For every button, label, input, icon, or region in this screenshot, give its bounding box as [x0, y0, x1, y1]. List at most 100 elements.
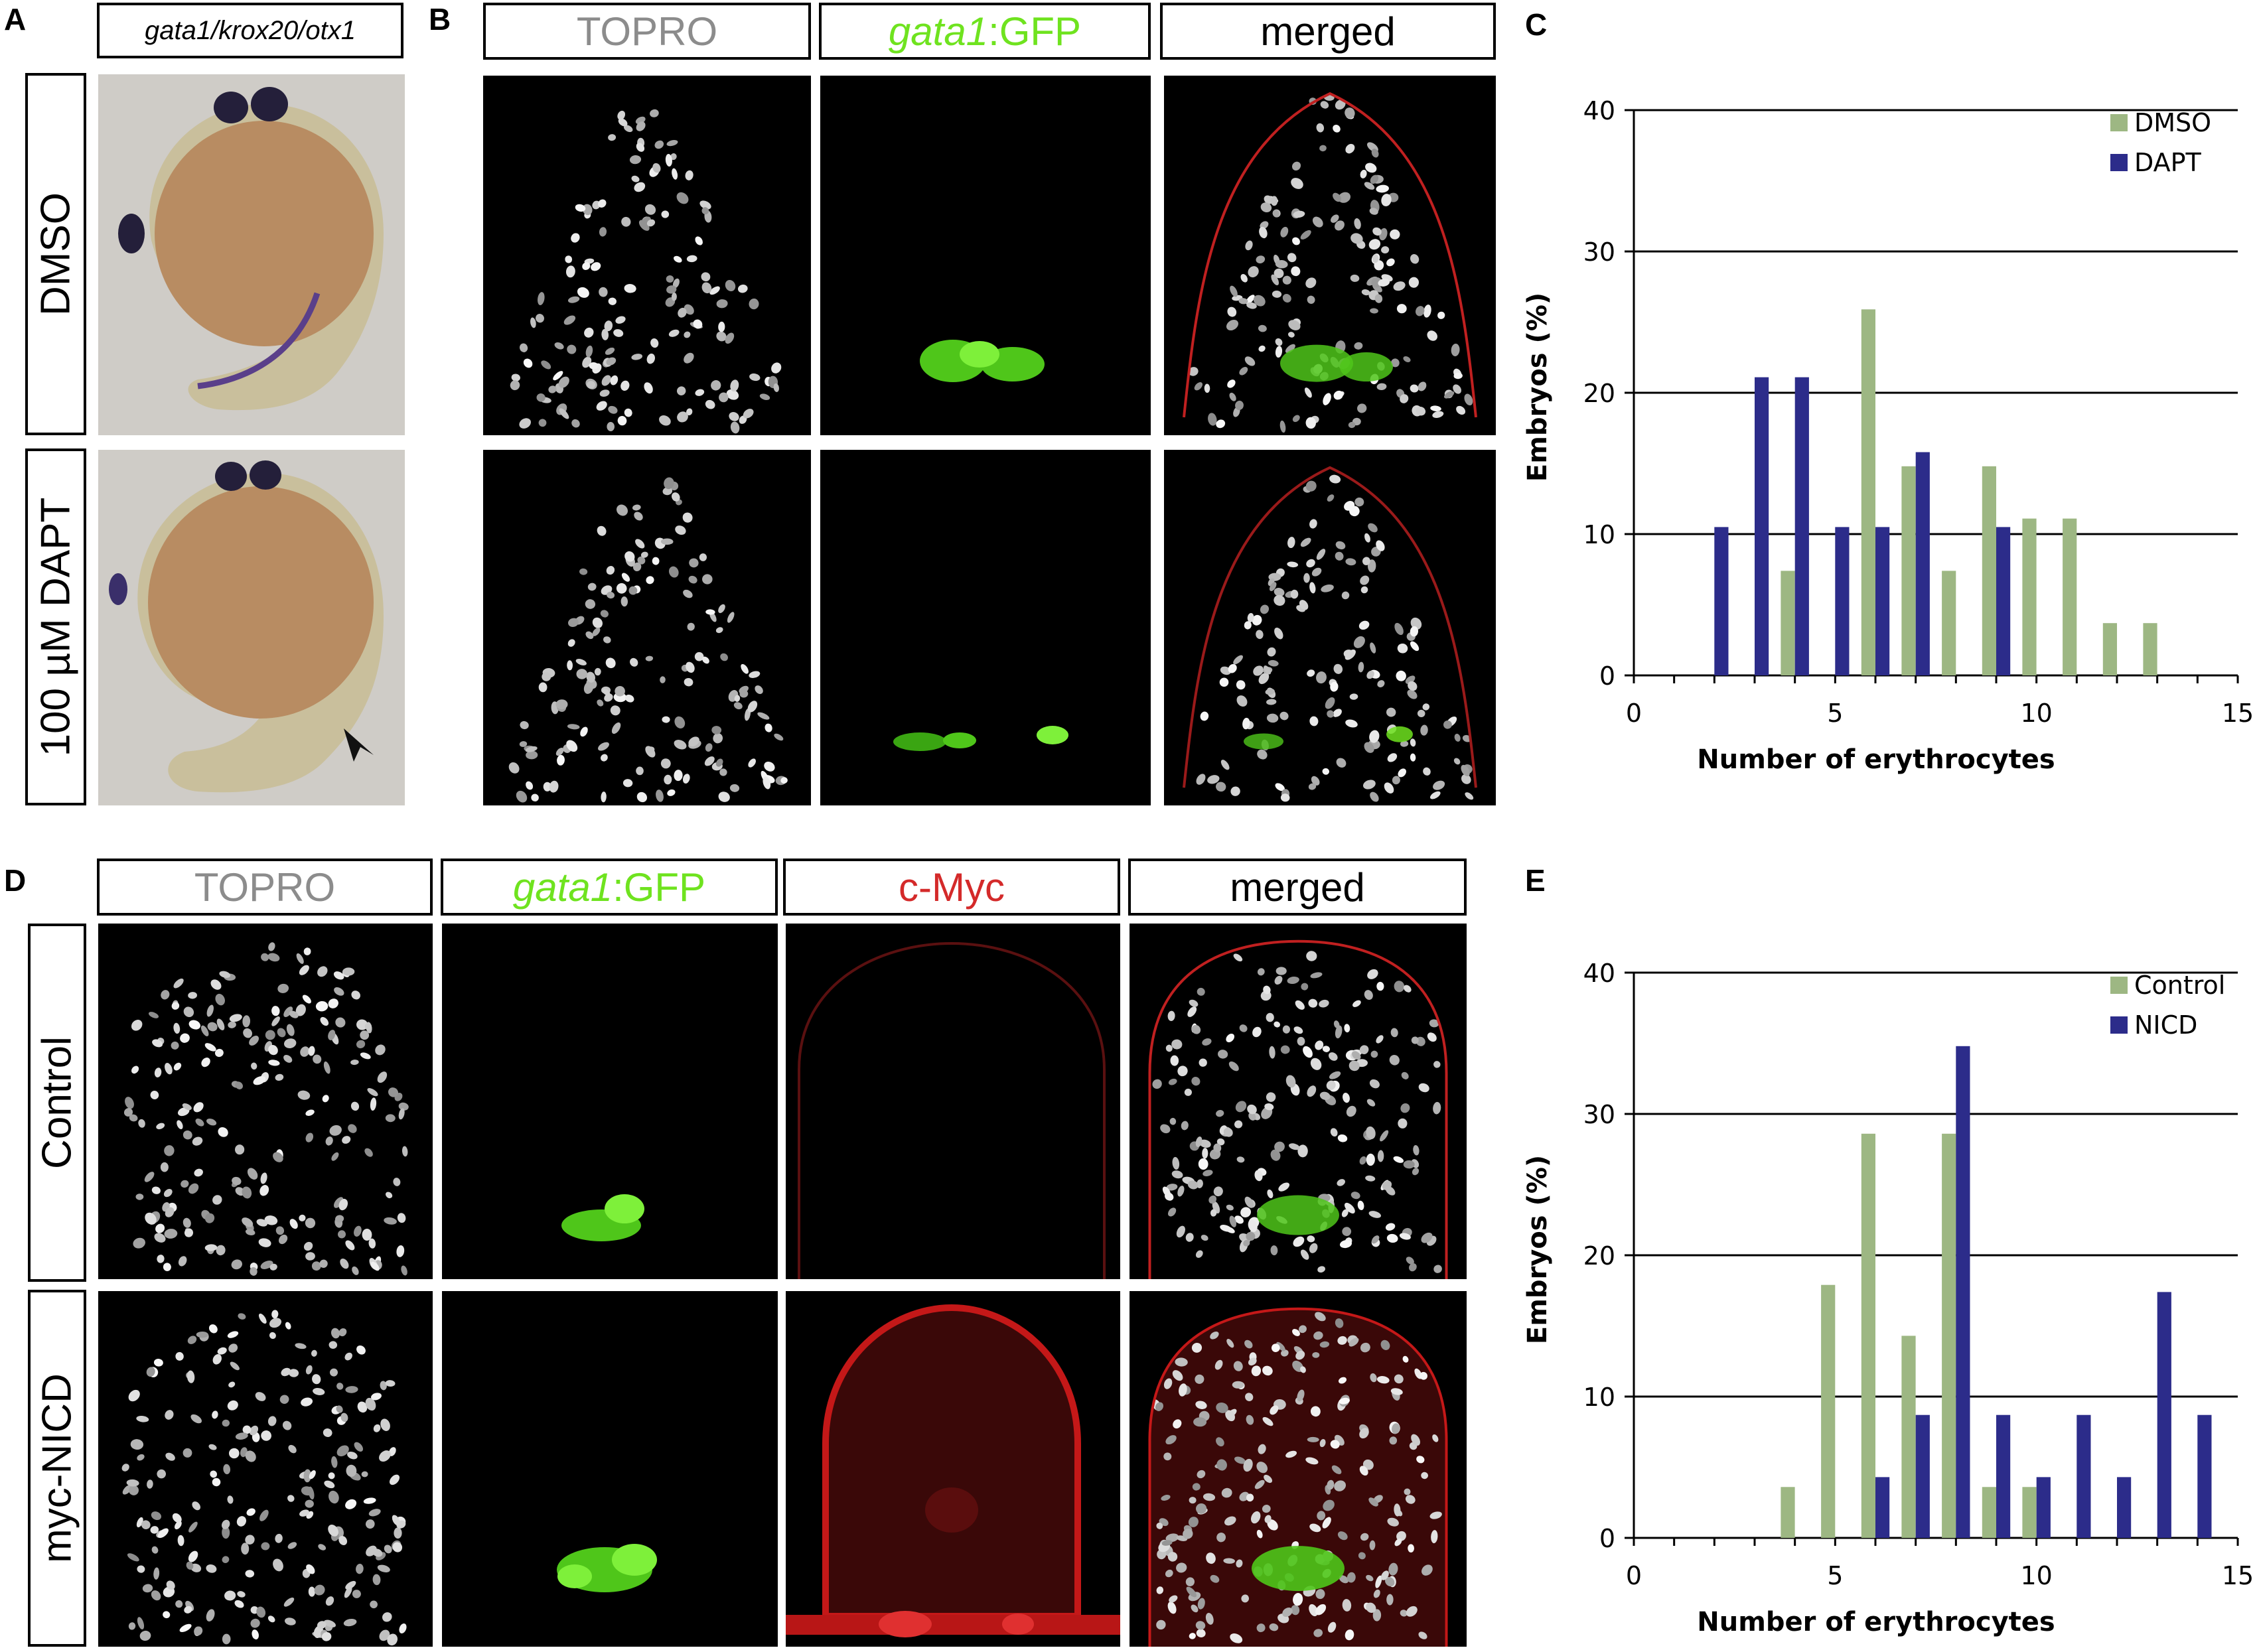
- chart-e-ytick-label: 40: [1583, 959, 1615, 988]
- chart-c: 0 10 20 30 40 0 5 10 15 Number of erythrocytes Emb…: [1522, 66, 2256, 796]
- panel-a-row-label-dapt: 100 µM DAPT: [25, 448, 86, 805]
- panel-label-c: C: [1525, 7, 1548, 42]
- chart-c-bar-dmso-13: [2143, 623, 2157, 675]
- chart-e-ytick-label: 10: [1583, 1383, 1615, 1412]
- chart-c-bar-dapt-4: [1794, 377, 1809, 675]
- chart-e-bar-nicd-13: [2157, 1292, 2171, 1538]
- panel-label-e: E: [1525, 863, 1546, 898]
- chart-c-bar-dmso-6: [1861, 309, 1875, 675]
- chart-e-bar-control-8: [1942, 1133, 1956, 1538]
- chart-e-bar-control-10: [2022, 1487, 2037, 1538]
- chart-c-bar-dapt-6: [1875, 527, 1890, 675]
- panel-a-header: gata1/krox20/otx1: [97, 3, 403, 58]
- chart-e-x-axis-label: Number of erythrocytes: [1697, 1607, 2055, 1637]
- chart-e-legend-label-nicd: NICD: [2134, 1010, 2197, 1040]
- chart-e-xtick-label: 15: [2222, 1561, 2254, 1590]
- chart-c-bar-dmso-7: [1901, 466, 1916, 675]
- panel-d-topro-nicd: [98, 1291, 433, 1647]
- nuclei-field: [510, 109, 782, 434]
- panel-b-header-topro: TOPRO: [483, 3, 811, 60]
- chart-e-svg: 0 10 20 30 40 0 5 10 15 Number of erythrocytes Emb…: [1522, 959, 2254, 1637]
- chart-e-legend-label-control: Control: [2134, 971, 2225, 1000]
- panel-d-row-label-nicd: myc-NICD: [28, 1290, 86, 1647]
- chart-e-bar-control-4: [1781, 1487, 1795, 1538]
- chart-e-bar-nicd-12: [2117, 1477, 2132, 1538]
- chart-e-bar-nicd-8: [1956, 1046, 1970, 1538]
- chart-e-bar-nicd-11: [2077, 1414, 2091, 1538]
- panel-d-merged-nicd: [1130, 1291, 1467, 1647]
- chart-c-legend-swatch-dapt: [2110, 154, 2128, 171]
- chart-c-xtick-label: 5: [1827, 699, 1843, 728]
- panel-b-header-gfp: gata1:GFP: [819, 3, 1151, 60]
- panel-d-topro-control: [98, 924, 433, 1279]
- chart-e-bar-nicd-9: [1996, 1414, 2011, 1538]
- chart-c-xtick-label: 10: [2020, 699, 2052, 728]
- chart-c-ytick-label: 10: [1583, 520, 1615, 549]
- chart-c-bar-dmso-8: [1942, 571, 1956, 675]
- panel-d-merged-control: [1130, 924, 1467, 1279]
- panel-b-gfp-dmso: [820, 76, 1151, 435]
- chart-c-bar-dapt-3: [1755, 377, 1769, 675]
- chart-c-svg: 0 10 20 30 40 0 5 10 15 Number of erythrocytes Emb…: [1522, 96, 2254, 775]
- chart-e-bar-nicd-7: [1915, 1414, 1930, 1538]
- chart-c-legend-label-dmso: DMSO: [2134, 108, 2211, 137]
- panel-d-cmyc-control: [786, 924, 1120, 1279]
- chart-c-ytick-label: 20: [1583, 379, 1615, 408]
- panel-d-gfp-control: [442, 924, 778, 1279]
- chart-e-legend-swatch-nicd: [2110, 1016, 2128, 1034]
- chart-e-bar-nicd-10: [2036, 1477, 2051, 1538]
- panel-b-header-merged: merged: [1160, 3, 1496, 60]
- panel-d-header-gfp: gata1:GFP: [441, 859, 778, 916]
- panel-d-header-cmyc: c-Myc: [783, 859, 1120, 916]
- chart-c-bar-dapt-2: [1714, 527, 1729, 675]
- panel-d-cmyc-nicd: [786, 1291, 1120, 1647]
- chart-c-x-axis-label: Number of erythrocytes: [1697, 744, 2055, 775]
- chart-c-ytick-label: 30: [1583, 238, 1615, 267]
- chart-e-bar-control-7: [1901, 1336, 1916, 1538]
- chart-c-ytick-label: 0: [1599, 661, 1615, 691]
- panel-label-a: A: [4, 2, 27, 36]
- panel-label-d: D: [4, 863, 27, 898]
- chart-c-y-axis-label: Embryos (%): [1522, 293, 1553, 482]
- chart-e-ytick-label: 20: [1583, 1241, 1615, 1271]
- chart-c-bar-dapt-7: [1915, 452, 1930, 675]
- chart-c-xtick-label: 15: [2222, 699, 2254, 728]
- chart-e-ytick-label: 30: [1583, 1100, 1615, 1129]
- panel-b-merged-dapt: [1164, 450, 1496, 805]
- chart-e-bar-nicd-14: [2197, 1414, 2212, 1538]
- panel-d-header-merged: merged: [1128, 859, 1467, 916]
- chart-c-legend-swatch-dmso: [2110, 114, 2128, 131]
- panel-d-row-label-control: Control: [28, 924, 86, 1282]
- chart-c-bar-dapt-9: [1996, 527, 2011, 675]
- panel-d-header-topro: TOPRO: [97, 859, 433, 916]
- chart-c-bar-dmso-4: [1781, 571, 1795, 675]
- chart-c-ytick-label: 40: [1583, 96, 1615, 125]
- chart-c-legend-label-dapt: DAPT: [2134, 148, 2202, 177]
- panel-a-row-label-dmso: DMSO: [25, 73, 86, 435]
- chart-e-xtick-label: 5: [1827, 1561, 1843, 1590]
- chart-e-xtick-label: 10: [2020, 1561, 2052, 1590]
- chart-c-bar-dmso-10: [2022, 518, 2037, 675]
- chart-e-y-axis-label: Embryos (%): [1522, 1155, 1553, 1344]
- chart-c-bar-dmso-12: [2102, 623, 2117, 675]
- chart-e: 0 10 20 30 40 0 5 10 15 Number of erythrocytes Emb…: [1522, 929, 2256, 1649]
- chart-c-bar-dapt-5: [1835, 527, 1850, 675]
- panel-label-b: B: [429, 2, 451, 36]
- embryo-image-dmso: [98, 74, 405, 435]
- chart-e-bar-control-9: [1982, 1487, 1996, 1538]
- panel-b-topro-dmso: [483, 76, 811, 435]
- panel-b-topro-dapt: [483, 450, 811, 805]
- chart-c-bar-dmso-11: [2063, 518, 2077, 675]
- chart-e-legend-swatch-control: [2110, 977, 2128, 994]
- chart-e-ytick-label: 0: [1599, 1524, 1615, 1553]
- panel-d-gfp-nicd: [442, 1291, 778, 1647]
- panel-b-merged-dmso: [1164, 76, 1496, 435]
- chart-c-bar-dmso-9: [1982, 466, 1996, 675]
- embryo-image-dapt: [98, 450, 405, 805]
- chart-e-bar-control-6: [1861, 1133, 1875, 1538]
- chart-e-bar-control-5: [1821, 1284, 1836, 1538]
- chart-e-xtick-label: 0: [1626, 1561, 1642, 1590]
- chart-c-xtick-label: 0: [1626, 699, 1642, 728]
- chart-e-bar-nicd-6: [1875, 1477, 1890, 1538]
- panel-b-gfp-dapt: [820, 450, 1151, 805]
